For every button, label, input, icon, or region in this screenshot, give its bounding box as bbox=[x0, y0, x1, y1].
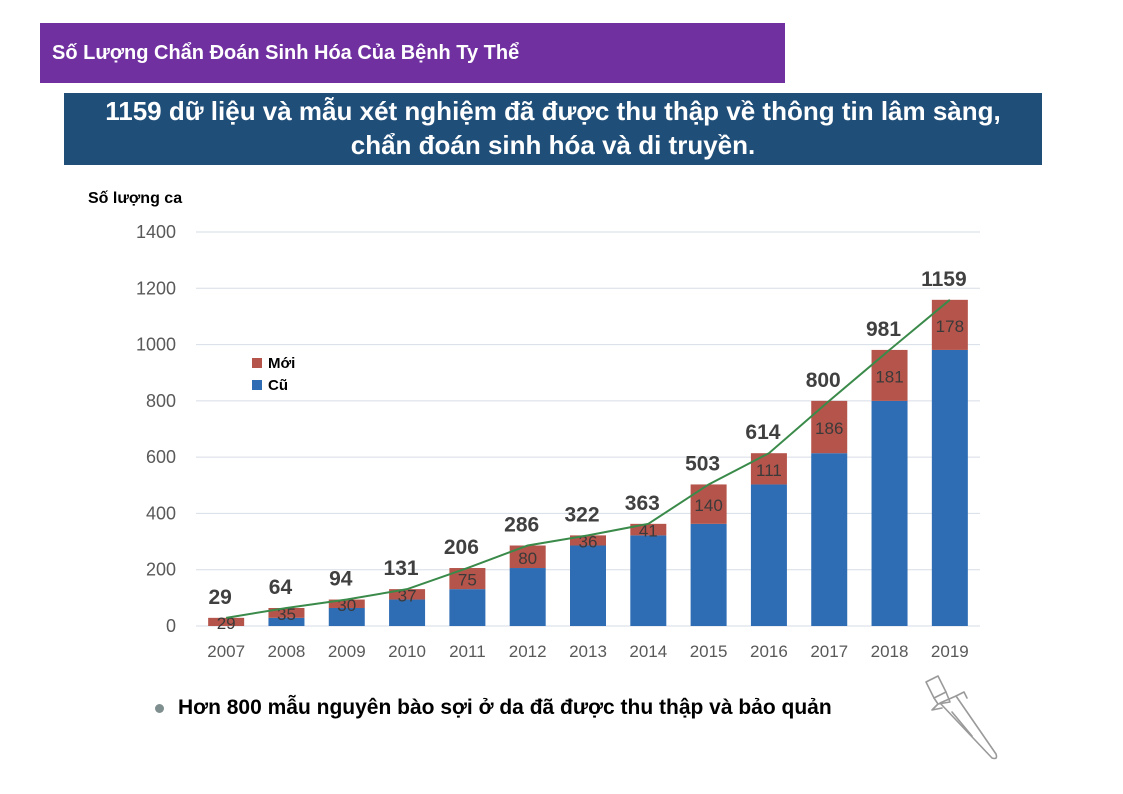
segment-value-label: 111 bbox=[756, 461, 782, 480]
x-tick-label: 2007 bbox=[207, 642, 245, 661]
total-value-label: 322 bbox=[564, 503, 599, 526]
y-tick-label: 1000 bbox=[136, 335, 176, 355]
segment-value-label: 178 bbox=[936, 317, 964, 336]
bar-segment-Cũ bbox=[509, 568, 546, 626]
bar-segment-Mới bbox=[570, 535, 606, 546]
total-value-label: 981 bbox=[866, 318, 901, 341]
bar-segment-Cũ bbox=[871, 400, 908, 626]
y-axis-title: Số lượng ca bbox=[88, 190, 182, 207]
y-tick-label: 400 bbox=[146, 503, 176, 523]
segment-value-label: 186 bbox=[815, 419, 843, 438]
total-value-label: 1159 bbox=[921, 268, 967, 291]
bar-segment-Mới bbox=[931, 299, 968, 350]
x-tick-label: 2013 bbox=[569, 642, 607, 661]
bar-segment-Mới bbox=[811, 400, 848, 454]
segment-value-label: 181 bbox=[875, 367, 903, 386]
bar-segment-Mới bbox=[449, 568, 486, 590]
bar-segment-Cũ bbox=[630, 535, 667, 626]
y-tick-label: 1200 bbox=[136, 278, 176, 298]
y-tick-label: 600 bbox=[146, 447, 176, 467]
total-value-label: 800 bbox=[806, 369, 841, 392]
bar-segment-Mới bbox=[509, 545, 546, 569]
bar-segment-Cũ bbox=[931, 349, 968, 626]
footer-bullet-text: Hơn 800 mẫu nguyên bào sợi ở da đã được … bbox=[178, 696, 832, 719]
x-tick-label: 2014 bbox=[629, 642, 667, 661]
headline-banner: 1159 dữ liệu và mẫu xét nghiệm đã được t… bbox=[64, 93, 1042, 165]
total-value-label: 206 bbox=[444, 536, 479, 559]
legend-swatch-Mới bbox=[252, 358, 262, 368]
bar-segment-Mới bbox=[328, 599, 365, 608]
x-tick-label: 2019 bbox=[931, 642, 969, 661]
x-tick-label: 2016 bbox=[750, 642, 788, 661]
bar-segment-Mới bbox=[630, 523, 667, 536]
x-tick-label: 2017 bbox=[810, 642, 848, 661]
section-title: Số Lượng Chẩn Đoán Sinh Hóa Của Bệnh Ty … bbox=[52, 41, 520, 64]
bar-segment-Mới bbox=[389, 589, 426, 600]
y-tick-label: 800 bbox=[146, 391, 176, 411]
y-tick-label: 1400 bbox=[136, 222, 176, 242]
x-tick-label: 2008 bbox=[268, 642, 306, 661]
legend-label: Mới bbox=[268, 355, 295, 372]
segment-value-label: 140 bbox=[694, 496, 722, 515]
bar-segment-Cũ bbox=[570, 545, 606, 626]
y-tick-label: 200 bbox=[146, 560, 176, 580]
x-tick-label: 2011 bbox=[449, 642, 486, 661]
segment-value-label: 80 bbox=[518, 549, 537, 568]
segment-value-label: 37 bbox=[398, 586, 417, 605]
x-tick-label: 2012 bbox=[509, 642, 547, 661]
section-header: Số Lượng Chẩn Đoán Sinh Hóa Của Bệnh Ty … bbox=[40, 23, 785, 83]
segment-value-label: 41 bbox=[639, 522, 658, 541]
bar-segment-Cũ bbox=[389, 599, 426, 626]
bar-segment-Cũ bbox=[750, 484, 787, 626]
bar-segment-Mới bbox=[268, 607, 305, 618]
bar-segment-Mới bbox=[208, 617, 245, 626]
total-value-label: 614 bbox=[745, 421, 780, 444]
y-tick-label: 0 bbox=[166, 616, 176, 636]
legend-swatch-Cũ bbox=[252, 380, 262, 390]
bar-segment-Cũ bbox=[811, 453, 848, 626]
x-tick-label: 2010 bbox=[388, 642, 426, 661]
total-value-label: 363 bbox=[625, 492, 660, 515]
bullet-dot-icon bbox=[155, 703, 164, 713]
x-tick-label: 2009 bbox=[328, 642, 366, 661]
total-value-label: 94 bbox=[329, 568, 353, 591]
test-tube-icon bbox=[925, 675, 998, 760]
segment-value-label: 36 bbox=[579, 532, 598, 551]
x-tick-label: 2015 bbox=[690, 642, 728, 661]
bar-segment-Mới bbox=[871, 349, 908, 401]
x-tick-label: 2018 bbox=[871, 642, 909, 661]
bar-segment-Cũ bbox=[328, 607, 365, 626]
bar-segment-Cũ bbox=[268, 617, 305, 626]
bar-segment-Mới bbox=[690, 484, 727, 524]
total-line bbox=[225, 299, 951, 619]
total-value-label: 64 bbox=[269, 576, 293, 599]
headline-text: 1159 dữ liệu và mẫu xét nghiệm đã được t… bbox=[105, 96, 1001, 160]
total-value-label: 29 bbox=[208, 586, 231, 609]
bar-segment-Cũ bbox=[449, 589, 486, 626]
total-value-label: 131 bbox=[384, 557, 419, 580]
total-value-label: 286 bbox=[504, 514, 539, 537]
total-value-label: 503 bbox=[685, 452, 720, 475]
footer-bullet: Hơn 800 mẫu nguyên bào sợi ở da đã được … bbox=[155, 696, 832, 720]
legend-label: Cũ bbox=[268, 377, 288, 394]
bar-segment-Cũ bbox=[690, 523, 727, 626]
segment-value-label: 75 bbox=[458, 571, 477, 590]
segment-value-label: 29 bbox=[217, 614, 236, 633]
